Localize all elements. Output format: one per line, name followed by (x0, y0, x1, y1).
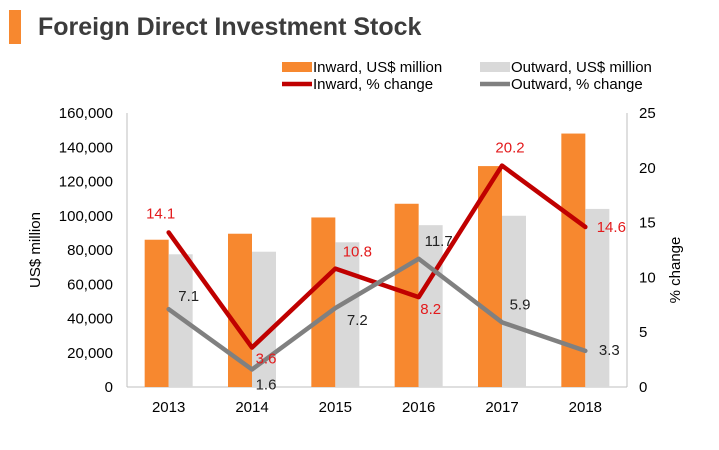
y2-tick-label: 0 (639, 379, 647, 396)
x-tick-label: 2017 (485, 399, 518, 416)
y-tick-label: 40,000 (67, 311, 113, 328)
outward-bar (585, 208, 610, 387)
y-tick-label: 120,000 (59, 174, 113, 191)
outward-change-label: 5.9 (510, 296, 531, 313)
legend-inward-line-label: Inward, % change (313, 76, 433, 93)
outward-change-label: 11.7 (425, 233, 453, 250)
y-tick-label: 20,000 (67, 345, 113, 362)
legend-inward-bar-swatch (282, 62, 312, 72)
inward-bar (311, 217, 336, 387)
y-axis-title: US$ million (27, 212, 44, 288)
legend-inward-bar-label: Inward, US$ million (313, 59, 442, 76)
x-tick-label: 2015 (319, 399, 352, 416)
x-tick-label: 2013 (152, 399, 185, 416)
y-tick-label: 140,000 (59, 139, 113, 156)
inward-change-label: 3.6 (256, 351, 277, 368)
y-tick-label: 160,000 (59, 105, 113, 122)
x-tick-label: 2018 (569, 399, 602, 416)
y2-tick-label: 25 (639, 105, 656, 122)
title-accent-bar (9, 10, 21, 44)
inward-change-label: 14.6 (597, 219, 626, 236)
y-tick-label: 100,000 (59, 208, 113, 225)
y-tick-label: 0 (105, 379, 113, 396)
page-title: Foreign Direct Investment Stock (38, 13, 422, 41)
inward-bar (144, 239, 169, 387)
outward-bar (418, 225, 443, 387)
inward-change-label: 20.2 (495, 140, 524, 157)
x-tick-label: 2016 (402, 399, 435, 416)
outward-bar (335, 242, 360, 387)
legend-outward-line-label: Outward, % change (511, 76, 643, 93)
y2-tick-label: 15 (639, 215, 656, 232)
y2-tick-label: 10 (639, 269, 656, 286)
inward-change-label: 10.8 (343, 244, 372, 261)
y2-tick-label: 5 (639, 324, 647, 341)
x-tick-label: 2014 (235, 399, 268, 416)
outward-bar (502, 215, 526, 387)
inward-change-label: 14.1 (146, 205, 175, 222)
y2-axis-title: % change (667, 237, 684, 304)
outward-change-label: 7.1 (178, 288, 199, 305)
y-tick-label: 60,000 (67, 276, 113, 293)
legend-outward-bar-swatch (480, 62, 510, 72)
outward-change-label: 7.2 (347, 312, 368, 329)
outward-change-line (166, 256, 588, 372)
y-tick-label: 80,000 (67, 242, 113, 259)
inward-bar (228, 233, 252, 387)
y2-tick-label: 20 (639, 160, 656, 177)
outward-change-label: 1.6 (256, 376, 277, 393)
legend-outward-bar-label: Outward, US$ million (511, 59, 652, 76)
inward-bar (478, 166, 502, 387)
outward-change-label: 3.3 (599, 342, 620, 359)
inward-change-label: 8.2 (420, 301, 441, 318)
